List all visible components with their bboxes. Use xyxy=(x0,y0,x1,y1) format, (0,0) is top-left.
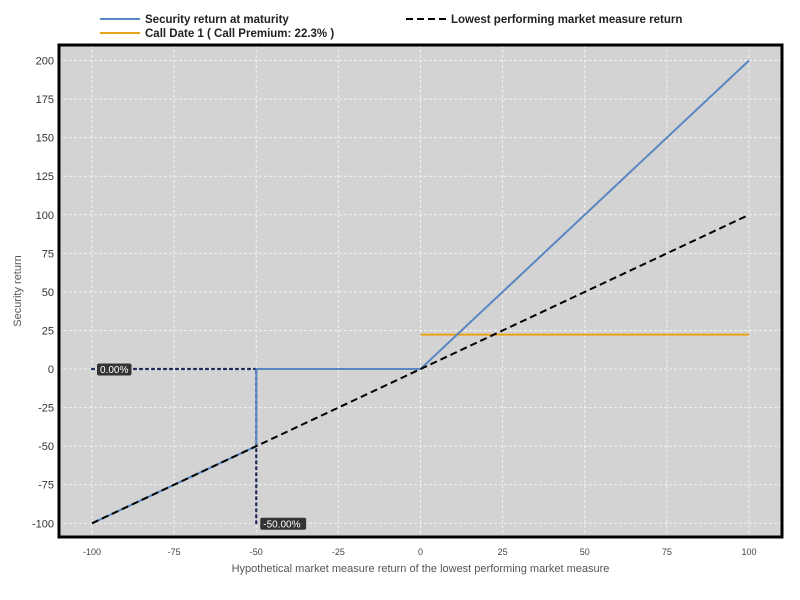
callout-box xyxy=(260,517,307,530)
series xyxy=(91,59,750,525)
y-axis-title: Security return xyxy=(12,255,24,327)
plot-frame xyxy=(57,43,784,539)
y-tick-label: 50 xyxy=(42,287,54,299)
legend-item: Call Date 1 ( Call Premium: 22.3% ) xyxy=(100,28,334,40)
x-axis-title: Hypothetical market measure return of th… xyxy=(232,563,610,575)
y-tick-label: 150 xyxy=(36,133,54,145)
legend-label: Call Date 1 ( Call Premium: 22.3% ) xyxy=(145,28,334,40)
y-tick-label: 125 xyxy=(36,171,54,183)
y-axis-ticks: -100 -75 -50 -25 0 25 50 75 100 125 150 175 200 xyxy=(32,56,54,531)
y-tick-label: 0 xyxy=(48,364,54,376)
legend-item: Lowest performing market measure return xyxy=(406,14,682,26)
x-tick-label: 25 xyxy=(498,547,508,557)
legend: Security return at maturity Lowest perfor… xyxy=(100,14,682,40)
y-tick-label: -75 xyxy=(38,480,54,492)
x-tick-label: -50 xyxy=(250,547,263,557)
x-tick-label: -75 xyxy=(168,547,181,557)
legend-label: Lowest performing market measure return xyxy=(451,14,682,26)
x-tick-label: -100 xyxy=(83,547,101,557)
legend-label: Security return at maturity xyxy=(145,14,289,26)
y-tick-label: -25 xyxy=(38,403,54,415)
callouts: 0.00% -50.00% xyxy=(97,363,307,530)
x-tick-label: 100 xyxy=(741,547,756,557)
y-tick-label: 200 xyxy=(36,56,54,68)
x-tick-label: -25 xyxy=(332,547,345,557)
y-tick-label: -100 xyxy=(32,518,54,530)
y-tick-label: -50 xyxy=(38,441,54,453)
legend-item: Security return at maturity xyxy=(100,14,289,26)
x-axis-ticks: -100 -75 -50 -25 0 25 50 75 100 xyxy=(83,547,757,557)
y-tick-label: 100 xyxy=(36,210,54,222)
callout-label: 0.00% xyxy=(97,363,132,376)
callout-label: -50.00% xyxy=(260,517,307,530)
x-tick-label: 50 xyxy=(580,547,590,557)
y-tick-label: 25 xyxy=(42,325,54,337)
y-tick-label: 75 xyxy=(42,248,54,260)
x-tick-label: 75 xyxy=(662,547,672,557)
y-tick-label: 175 xyxy=(36,94,54,106)
callout-text: 0.00% xyxy=(100,365,128,376)
x-tick-label: 0 xyxy=(418,547,423,557)
callout-text: -50.00% xyxy=(263,519,300,530)
callout-box xyxy=(97,363,132,376)
